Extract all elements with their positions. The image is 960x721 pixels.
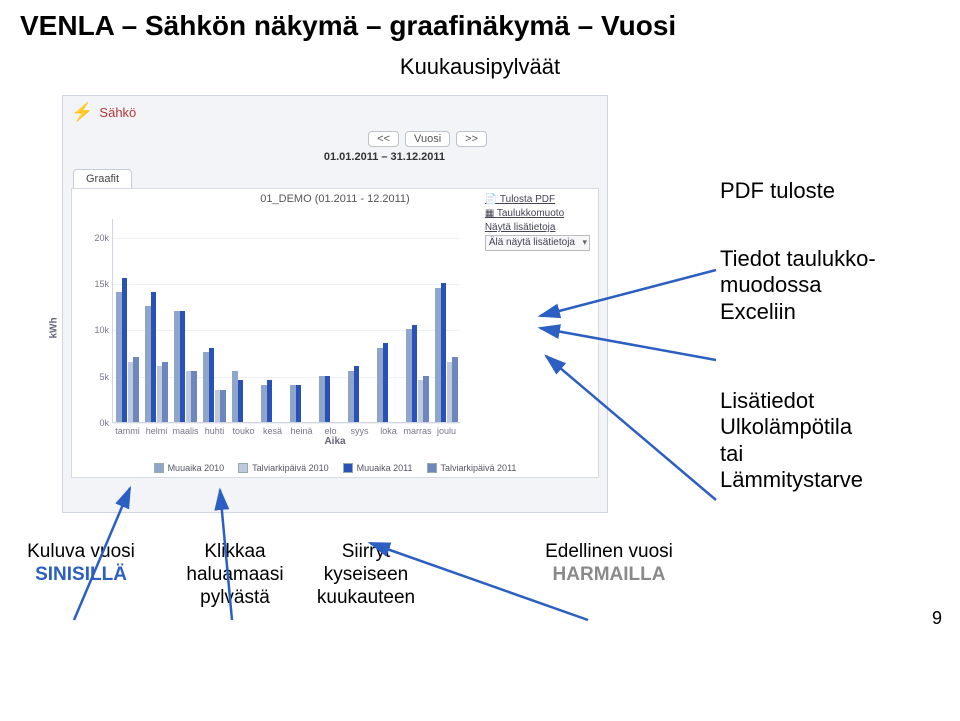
panel-header: ⚡ Sähkö [63, 96, 607, 129]
bar[interactable] [354, 366, 360, 422]
x-tick: joulu [437, 426, 456, 436]
legend-label: Talviarkipäivä 2011 [441, 463, 517, 473]
x-tick: elo [324, 426, 336, 436]
x-tick: maalis [172, 426, 198, 436]
bar[interactable] [325, 376, 331, 422]
x-tick: marras [403, 426, 431, 436]
callout-lisatiedot: LisätiedotUlkolämpötilataiLämmitystarve [720, 388, 863, 494]
callout-pdf: PDF tuloste [720, 178, 835, 204]
bar[interactable] [383, 343, 389, 422]
legend-swatch [343, 463, 353, 473]
dropdown-lisatiedot[interactable]: Älä näytä lisätietoja [485, 235, 590, 251]
bar[interactable] [162, 362, 168, 422]
chart-links: 📄 Tulosta PDF ▦ Taulukkomuoto Näytä lisä… [485, 193, 590, 251]
y-tick: 20k [83, 233, 109, 243]
x-tick: loka [380, 426, 397, 436]
link-pdf[interactable]: 📄 Tulosta PDF [485, 193, 590, 207]
callout-excel: Tiedot taulukko-muodossaExceliin [720, 246, 876, 325]
callout-click-bar: Klikkaahaluamaasipylvästä [170, 541, 300, 609]
legend-item: Muuaika 2010 [154, 463, 225, 473]
period-button[interactable]: Vuosi [405, 131, 450, 147]
nav-row: << Vuosi >> [63, 129, 607, 149]
electricity-icon: ⚡ [71, 102, 93, 123]
chart-box: 01_DEMO (01.2011 - 12.2011) 📄 Tulosta PD… [71, 188, 599, 478]
bar[interactable] [220, 390, 226, 422]
legend-item: Talviarkipäivä 2011 [427, 463, 517, 473]
legend-item: Talviarkipäivä 2010 [238, 463, 329, 473]
callout-prev-year: Edellinen vuosiHARMAILLA [524, 541, 694, 587]
y-tick: 5k [83, 372, 109, 382]
x-tick: huhti [205, 426, 225, 436]
bar[interactable] [238, 380, 244, 422]
prev-button[interactable]: << [368, 131, 399, 147]
legend-swatch [154, 463, 164, 473]
slide-subtitle: Kuukausipylväät [0, 54, 960, 80]
x-tick: heinä [290, 426, 312, 436]
link-more[interactable]: Näytä lisätietoja [485, 221, 590, 235]
page-number: 9 [932, 608, 942, 629]
y-tick: 0k [83, 418, 109, 428]
bar[interactable] [191, 371, 197, 422]
legend: Muuaika 2010 Talviarkipäivä 2010 Muuaika 2… [72, 463, 598, 473]
x-tick: helmi [146, 426, 168, 436]
legend-swatch [427, 463, 437, 473]
callout-goto-month: Siirrytkyseiseenkuukauteen [296, 541, 436, 609]
plot-area: 0k5k10k15k20ktammihelmimaalishuhtitoukok… [112, 219, 460, 423]
link-table[interactable]: ▦ Taulukkomuoto [485, 207, 590, 221]
legend-swatch [238, 463, 248, 473]
slide-title: VENLA – Sähkön näkymä – graafinäkymä – V… [0, 0, 960, 48]
bar[interactable] [267, 380, 273, 422]
bar[interactable] [133, 357, 139, 422]
x-tick: kesä [263, 426, 282, 436]
x-tick: touko [232, 426, 254, 436]
bar[interactable] [423, 376, 429, 422]
legend-label: Muuaika 2011 [357, 463, 413, 473]
next-button[interactable]: >> [456, 131, 487, 147]
section-label: Sähkö [99, 105, 136, 120]
tab-graafit[interactable]: Graafit [73, 169, 132, 188]
bar[interactable] [452, 357, 458, 422]
y-tick: 15k [83, 279, 109, 289]
date-range: 01.01.2011 – 31.12.2011 [63, 149, 607, 169]
bar[interactable] [296, 385, 302, 422]
callout-current-year: Kuluva vuosiSINISILLÄ [6, 541, 156, 587]
y-axis-label: kWh [49, 317, 60, 338]
legend-item: Muuaika 2011 [343, 463, 413, 473]
tab-row: Graafit [63, 169, 607, 188]
x-axis-label: Aika [72, 436, 598, 447]
x-tick: tammi [115, 426, 140, 436]
legend-label: Talviarkipäivä 2010 [252, 463, 329, 473]
legend-label: Muuaika 2010 [168, 463, 225, 473]
screenshot-panel: ⚡ Sähkö << Vuosi >> 01.01.2011 – 31.12.2… [62, 95, 608, 513]
y-tick: 10k [83, 325, 109, 335]
x-tick: syys [351, 426, 369, 436]
